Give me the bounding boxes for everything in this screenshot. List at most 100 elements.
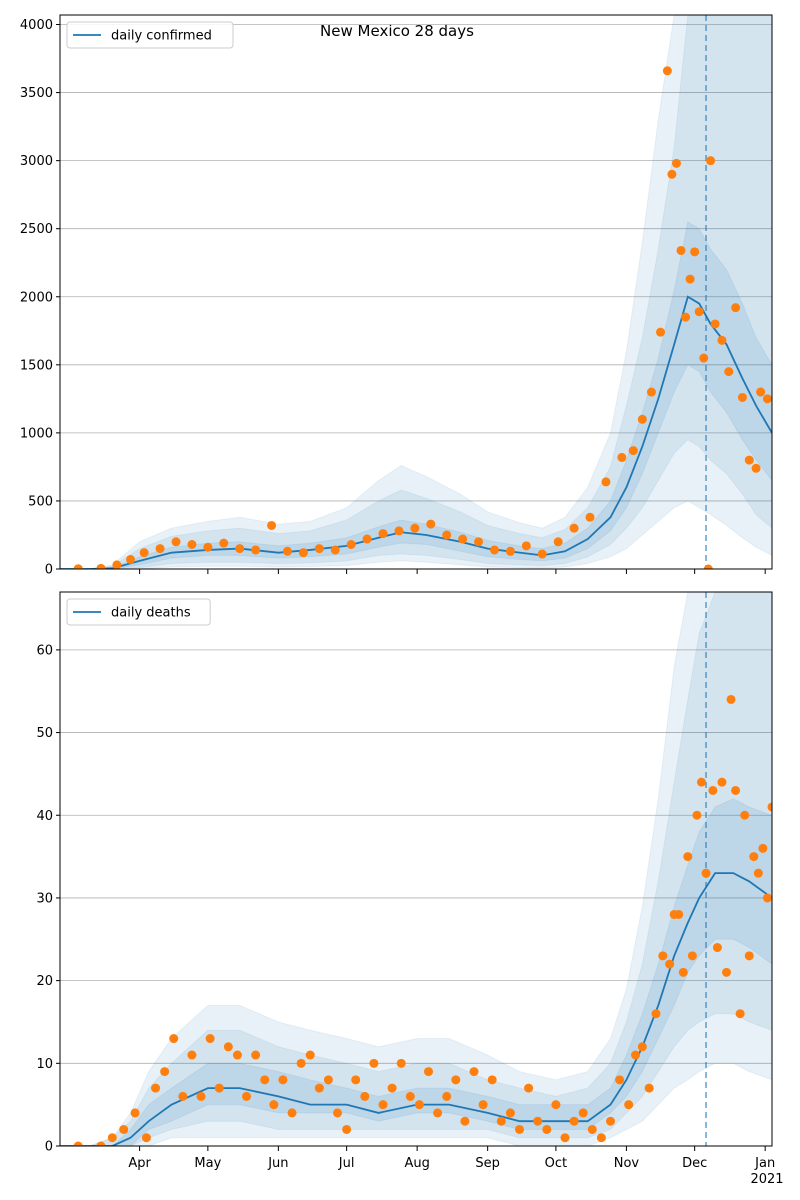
- deaths-panel: 0 10 20 30 40 50 60 Apr May Jun Jul Aug Sep Oct Nov Dec…: [36, 591, 775, 1171]
- y-tick-label: 50: [36, 726, 53, 741]
- data-point: [282, 546, 292, 556]
- y-tick-label: 30: [36, 891, 53, 906]
- data-point: [744, 951, 754, 961]
- data-point: [433, 1108, 443, 1118]
- data-point: [681, 312, 691, 322]
- y-tick-label: 4000: [20, 18, 53, 33]
- data-point: [676, 245, 686, 255]
- data-point: [442, 530, 452, 540]
- data-point: [487, 1075, 497, 1085]
- data-point: [360, 1091, 370, 1101]
- axes-frame: [59, 591, 773, 1147]
- data-point: [267, 520, 277, 530]
- data-point: [214, 1083, 224, 1093]
- data-point: [605, 1116, 615, 1126]
- data-point: [458, 534, 468, 544]
- data-point: [426, 519, 436, 529]
- data-point: [96, 1141, 106, 1146]
- data-point: [232, 1050, 242, 1060]
- data-point: [505, 1108, 515, 1118]
- data-point: [460, 1116, 470, 1126]
- data-point: [749, 852, 759, 862]
- data-point: [378, 1100, 388, 1110]
- data-point: [687, 951, 697, 961]
- uncertainty-band-mid: [60, 592, 772, 1146]
- y-tick-label: 1000: [20, 426, 53, 441]
- data-point: [278, 1075, 288, 1085]
- data-point: [644, 1083, 654, 1093]
- x-tick-label: Oct: [545, 1156, 567, 1171]
- data-point: [637, 414, 647, 424]
- data-point: [740, 810, 750, 820]
- data-point: [178, 1091, 188, 1101]
- data-point: [722, 967, 732, 977]
- data-point: [737, 392, 747, 402]
- data-point: [330, 545, 340, 555]
- uncertainty-band-outer: [60, 592, 772, 1146]
- data-point: [751, 463, 761, 473]
- x-tick-label: May: [194, 1156, 221, 1171]
- data-point: [342, 1124, 352, 1134]
- data-point: [451, 1075, 461, 1085]
- data-point: [119, 1124, 129, 1134]
- data-point: [107, 1133, 117, 1143]
- y-tick-label: 10: [36, 1057, 53, 1072]
- data-point: [674, 909, 684, 919]
- data-point: [569, 1116, 579, 1126]
- data-point: [442, 1091, 452, 1101]
- data-point: [758, 843, 768, 853]
- data-point: [524, 1083, 534, 1093]
- data-point: [692, 810, 702, 820]
- data-point: [187, 1050, 197, 1060]
- data-point: [223, 1042, 233, 1052]
- plot-area: [60, 15, 772, 569]
- axes-frame: [59, 14, 773, 570]
- data-point: [478, 1100, 488, 1110]
- data-point: [73, 564, 83, 569]
- x-tick-label: Nov: [614, 1156, 640, 1171]
- data-point: [665, 959, 675, 969]
- data-point: [735, 1009, 745, 1019]
- data-point: [405, 1091, 415, 1101]
- data-point: [651, 1009, 661, 1019]
- data-point: [710, 319, 720, 329]
- x-tick-label: Jul: [338, 1156, 355, 1171]
- data-point: [242, 1091, 252, 1101]
- data-point: [615, 1075, 625, 1085]
- data-point: [628, 446, 638, 456]
- y-tick-label: 2000: [20, 290, 53, 305]
- data-point: [141, 1133, 151, 1143]
- data-point: [731, 785, 741, 795]
- data-point: [489, 545, 499, 555]
- data-point: [708, 785, 718, 795]
- data-point: [410, 523, 420, 533]
- data-point: [731, 303, 741, 313]
- legend: daily confirmed: [66, 21, 234, 49]
- data-point: [414, 1100, 424, 1110]
- data-point: [362, 534, 372, 544]
- data-point: [762, 394, 772, 404]
- data-point: [296, 1058, 306, 1068]
- data-point: [617, 452, 627, 462]
- data-point: [424, 1067, 434, 1077]
- data-point: [521, 541, 531, 551]
- x-tick-label: Jun: [267, 1156, 288, 1171]
- y-tick-label: 60: [36, 643, 53, 658]
- data-point: [726, 694, 736, 704]
- data-point: [219, 538, 229, 548]
- data-point: [187, 539, 197, 549]
- data-point: [683, 852, 693, 862]
- data-point: [139, 548, 149, 558]
- data-point: [314, 544, 324, 554]
- uncertainty-band-mid: [60, 15, 772, 569]
- data-point: [662, 66, 672, 76]
- data-point: [396, 1058, 406, 1068]
- x-tick-label: Jan: [754, 1156, 775, 1171]
- data-point: [656, 327, 666, 337]
- data-point: [717, 777, 727, 787]
- y-tick-label: 500: [28, 494, 53, 509]
- data-point: [542, 1124, 552, 1134]
- legend: daily deaths: [66, 598, 211, 626]
- legend-label: daily confirmed: [111, 29, 212, 44]
